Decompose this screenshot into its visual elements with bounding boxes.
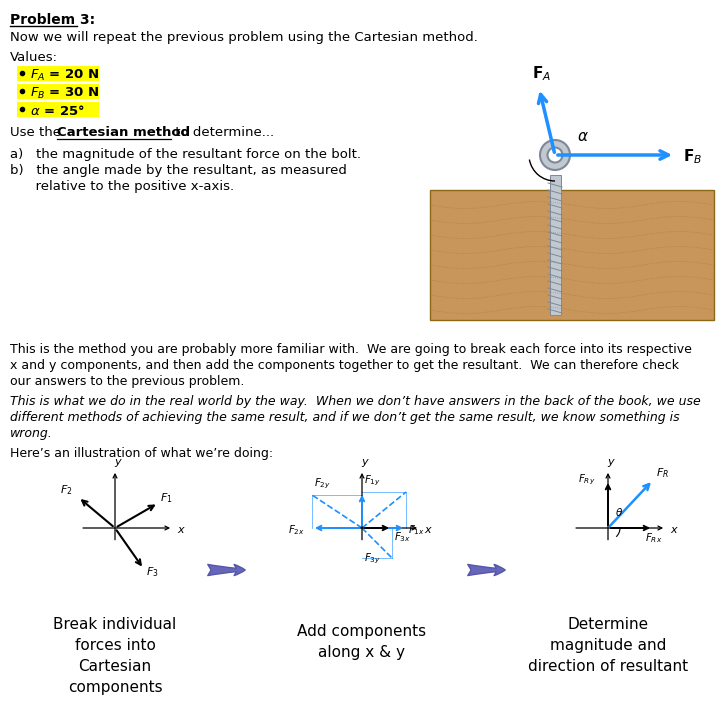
Text: $F_3$: $F_3$	[146, 565, 159, 578]
Text: our answers to the previous problem.: our answers to the previous problem.	[10, 375, 245, 388]
Text: $F_{1y}$: $F_{1y}$	[364, 473, 381, 488]
Text: $F_{Rx}$: $F_{Rx}$	[645, 531, 662, 544]
Text: to determine...: to determine...	[171, 126, 274, 139]
Text: relative to the positive x-axis.: relative to the positive x-axis.	[10, 180, 234, 193]
Text: x: x	[424, 525, 431, 535]
Text: x: x	[177, 525, 184, 535]
Text: y: y	[607, 457, 614, 467]
Bar	[430, 190, 714, 320]
Text: $F_R$: $F_R$	[656, 466, 669, 480]
Text: Break individual
forces into
Cartesian
components: Break individual forces into Cartesian c…	[54, 617, 177, 695]
Circle shape	[547, 148, 563, 162]
Text: $F_{3y}$: $F_{3y}$	[364, 552, 381, 565]
Text: $F_2$: $F_2$	[60, 483, 73, 497]
Text: Use the: Use the	[10, 126, 65, 139]
Text: b)   the angle made by the resultant, as measured: b) the angle made by the resultant, as m…	[10, 164, 347, 177]
Text: $\mathbf{F}_A$: $\mathbf{F}_A$	[531, 64, 551, 83]
Text: $\alpha$ = 25°: $\alpha$ = 25°	[30, 104, 85, 118]
Text: x and y components, and then add the components together to get the resultant.  : x and y components, and then add the com…	[10, 359, 679, 372]
Text: Here’s an illustration of what we’re doing:: Here’s an illustration of what we’re doi…	[10, 447, 273, 460]
Text: $F_{1x}$: $F_{1x}$	[408, 523, 425, 536]
FancyBboxPatch shape	[17, 66, 99, 81]
Text: $F_{3x}$: $F_{3x}$	[394, 530, 411, 544]
FancyBboxPatch shape	[17, 84, 99, 99]
Bar	[550, 175, 561, 315]
Text: $F_{2y}$: $F_{2y}$	[314, 476, 331, 491]
Text: $\mathbf{F}_B$: $\mathbf{F}_B$	[683, 148, 702, 167]
Text: Add components
along x & y: Add components along x & y	[298, 624, 426, 660]
Text: $F_{2x}$: $F_{2x}$	[288, 523, 305, 536]
Text: This is what we do in the real world by the way.  When we don’t have answers in : This is what we do in the real world by …	[10, 395, 701, 408]
Text: y: y	[362, 457, 369, 467]
Text: $\theta$: $\theta$	[615, 506, 623, 518]
Circle shape	[540, 140, 570, 170]
Text: $F_1$: $F_1$	[160, 491, 173, 505]
Text: $F_{Ry}$: $F_{Ry}$	[578, 472, 595, 487]
FancyBboxPatch shape	[17, 102, 99, 117]
Text: Problem 3:: Problem 3:	[10, 13, 95, 27]
Text: different methods of achieving the same result, and if we don’t get the same res: different methods of achieving the same …	[10, 411, 680, 424]
Text: Determine
magnitude and
direction of resultant: Determine magnitude and direction of res…	[528, 617, 688, 674]
Text: a)   the magnitude of the resultant force on the bolt.: a) the magnitude of the resultant force …	[10, 148, 361, 161]
Text: x: x	[670, 525, 677, 535]
Text: $F_A$ = 20 N: $F_A$ = 20 N	[30, 68, 100, 83]
Text: $\alpha$: $\alpha$	[577, 129, 589, 144]
Text: Cartesian method: Cartesian method	[57, 126, 190, 139]
Text: wrong.: wrong.	[10, 427, 53, 440]
Text: This is the method you are probably more familiar with.  We are going to break e: This is the method you are probably more…	[10, 343, 692, 356]
Text: $F_B$ = 30 N: $F_B$ = 30 N	[30, 86, 100, 101]
Text: Values:: Values:	[10, 51, 58, 64]
Text: Now we will repeat the previous problem using the Cartesian method.: Now we will repeat the previous problem …	[10, 31, 478, 44]
Text: y: y	[114, 457, 122, 467]
